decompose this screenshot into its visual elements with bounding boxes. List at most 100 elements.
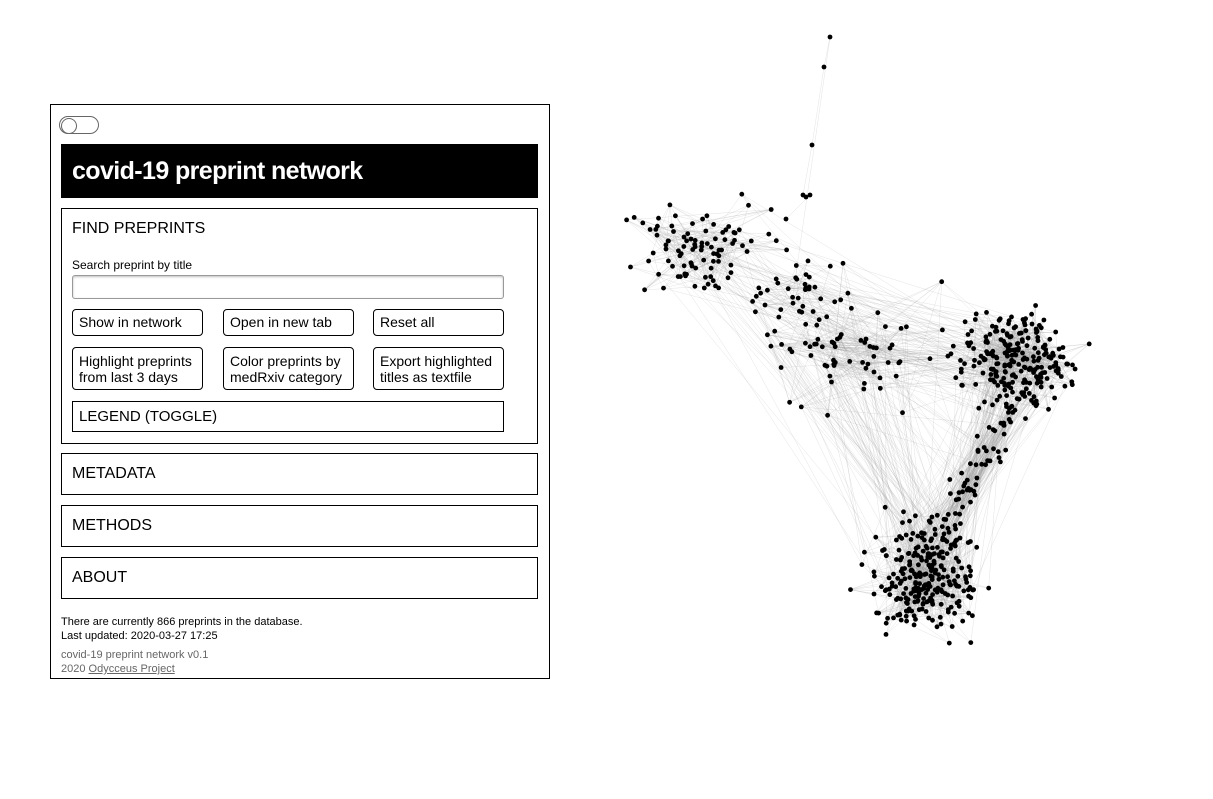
preprint-node[interactable] — [858, 338, 864, 343]
preprint-node[interactable] — [883, 553, 889, 559]
preprint-node[interactable] — [1053, 360, 1059, 366]
preprint-node[interactable] — [920, 548, 926, 554]
preprint-node[interactable] — [998, 337, 1004, 342]
preprint-node[interactable] — [1069, 379, 1075, 385]
preprint-node[interactable] — [818, 296, 824, 302]
preprint-node[interactable] — [973, 482, 979, 488]
preprint-node[interactable] — [1086, 341, 1092, 347]
preprint-node[interactable] — [1012, 347, 1017, 353]
preprint-node[interactable] — [803, 340, 808, 346]
preprint-node[interactable] — [900, 566, 905, 572]
preprint-node[interactable] — [1042, 352, 1047, 358]
preprint-node[interactable] — [893, 584, 899, 590]
preprint-node[interactable] — [746, 202, 751, 208]
preprint-node[interactable] — [1033, 303, 1038, 308]
preprint-node[interactable] — [650, 250, 656, 256]
preprint-node[interactable] — [948, 546, 953, 551]
preprint-node[interactable] — [960, 504, 965, 510]
preprint-node[interactable] — [950, 566, 956, 572]
preprint-node[interactable] — [893, 373, 899, 379]
preprint-node[interactable] — [965, 587, 971, 593]
preprint-node[interactable] — [726, 224, 732, 229]
preprint-node[interactable] — [714, 251, 720, 257]
preprint-node[interactable] — [968, 539, 973, 544]
preprint-node[interactable] — [898, 326, 904, 331]
preprint-node[interactable] — [990, 377, 996, 383]
preprint-node[interactable] — [722, 237, 728, 243]
preprint-node[interactable] — [832, 299, 838, 305]
preprint-node[interactable] — [1002, 387, 1008, 393]
preprint-node[interactable] — [773, 238, 779, 244]
preprint-node[interactable] — [700, 216, 705, 222]
preprint-node[interactable] — [923, 543, 929, 549]
methods-header[interactable]: METHODS — [72, 517, 152, 534]
preprint-node[interactable] — [803, 272, 809, 277]
preprint-node[interactable] — [905, 597, 911, 602]
preprint-node[interactable] — [790, 300, 796, 306]
preprint-node[interactable] — [882, 588, 888, 594]
preprint-node[interactable] — [903, 586, 909, 591]
preprint-node[interactable] — [693, 265, 699, 271]
preprint-node[interactable] — [913, 545, 919, 551]
preprint-node[interactable] — [1034, 327, 1039, 333]
preprint-node[interactable] — [944, 551, 950, 556]
preprint-node[interactable] — [909, 568, 915, 574]
preprint-node[interactable] — [947, 477, 953, 482]
preprint-node[interactable] — [810, 309, 816, 314]
preprint-node[interactable] — [992, 428, 998, 434]
preprint-node[interactable] — [845, 290, 851, 296]
preprint-node[interactable] — [872, 573, 877, 579]
preprint-node[interactable] — [967, 573, 973, 579]
preprint-node[interactable] — [1029, 311, 1034, 317]
preprint-node[interactable] — [1050, 350, 1056, 356]
preprint-node[interactable] — [936, 576, 942, 582]
preprint-node[interactable] — [926, 562, 932, 568]
preprint-node[interactable] — [793, 263, 799, 268]
preprint-node[interactable] — [867, 344, 873, 349]
preprint-node[interactable] — [654, 232, 660, 238]
preprint-node[interactable] — [688, 236, 694, 242]
preprint-node[interactable] — [974, 544, 980, 550]
preprint-node[interactable] — [1031, 394, 1037, 400]
preprint-node[interactable] — [953, 526, 958, 532]
preprint-node[interactable] — [776, 314, 782, 320]
preprint-node[interactable] — [889, 580, 895, 586]
preprint-node[interactable] — [716, 285, 721, 291]
preprint-node[interactable] — [900, 410, 905, 416]
preprint-node[interactable] — [778, 365, 784, 370]
preprint-node[interactable] — [1056, 346, 1062, 352]
preprint-node[interactable] — [739, 191, 745, 197]
preprint-node[interactable] — [692, 283, 698, 289]
preprint-node[interactable] — [681, 244, 687, 249]
preprint-node[interactable] — [917, 574, 923, 579]
preprint-node[interactable] — [1007, 348, 1012, 354]
preprint-node[interactable] — [900, 571, 906, 577]
preprint-node[interactable] — [968, 640, 974, 645]
preprint-node[interactable] — [940, 582, 946, 588]
preprint-node[interactable] — [840, 260, 846, 266]
preprint-node[interactable] — [898, 596, 904, 602]
preprint-node[interactable] — [959, 565, 965, 571]
preprint-node[interactable] — [927, 356, 933, 362]
preprint-node[interactable] — [910, 531, 916, 536]
preprint-node[interactable] — [1055, 367, 1061, 373]
preprint-node[interactable] — [907, 518, 912, 524]
preprint-node[interactable] — [945, 609, 951, 615]
preprint-node[interactable] — [972, 317, 978, 322]
preprint-node[interactable] — [986, 585, 992, 591]
preprint-node[interactable] — [725, 275, 731, 281]
preprint-node[interactable] — [907, 561, 913, 567]
preprint-node[interactable] — [666, 258, 671, 264]
preprint-node[interactable] — [950, 593, 955, 599]
preprint-node[interactable] — [708, 265, 714, 271]
preprint-node[interactable] — [998, 420, 1004, 426]
preprint-node[interactable] — [871, 569, 877, 575]
preprint-node[interactable] — [945, 574, 950, 580]
preprint-node[interactable] — [957, 511, 962, 517]
preprint-node[interactable] — [952, 523, 958, 528]
preprint-node[interactable] — [827, 373, 833, 379]
preprint-node[interactable] — [802, 281, 808, 287]
preprint-node[interactable] — [966, 564, 972, 570]
preprint-node[interactable] — [1031, 354, 1036, 360]
preprint-node[interactable] — [681, 263, 687, 269]
